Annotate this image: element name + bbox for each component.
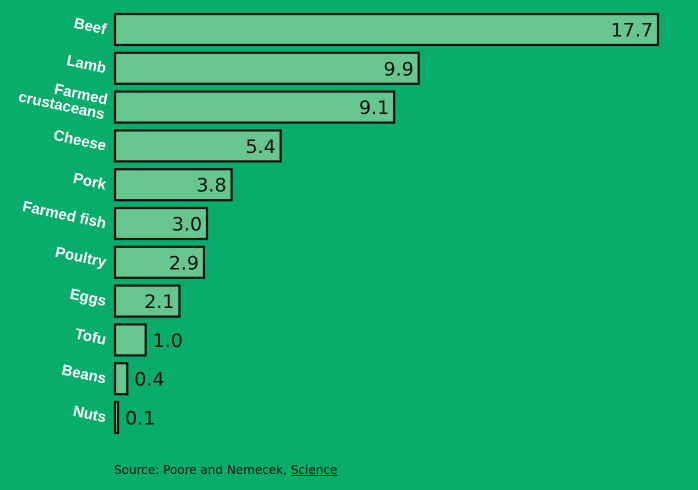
bar-nuts <box>113 400 120 435</box>
value-label-poultry: 2.9 <box>169 252 199 274</box>
bar-lamb <box>113 51 420 85</box>
bar-cheese <box>113 129 282 163</box>
bar-farmed-fish <box>113 206 209 241</box>
bars-layer <box>113 12 660 435</box>
bar-beans <box>113 362 129 396</box>
value-label-tofu: 1.0 <box>153 330 183 352</box>
value-label-farmed-fish: 3.0 <box>172 214 202 236</box>
value-label-beef: 17.7 <box>611 20 653 42</box>
bar-tofu <box>113 323 147 357</box>
category-label-beef: Beef <box>72 15 108 39</box>
category-label-farmed-fish: Farmed fish <box>21 198 108 232</box>
category-label-cheese: Cheese <box>52 127 108 155</box>
source-text: Source: Poore and Nemecek, <box>114 463 291 477</box>
bar-eggs <box>113 284 181 318</box>
value-label-beans: 0.4 <box>134 369 164 391</box>
bar-farmed-crustaceans <box>113 90 396 124</box>
value-label-cheese: 5.4 <box>245 136 275 158</box>
value-label-lamb: 9.9 <box>383 58 413 80</box>
category-label-pork: Pork <box>71 170 108 194</box>
bar-poultry <box>113 245 206 279</box>
value-label-nuts: 0.1 <box>125 408 155 430</box>
value-label-farmed-crustaceans: 9.1 <box>359 97 389 119</box>
source-note: Source: Poore and Nemecek, Science <box>114 463 337 477</box>
category-label-farmed-crustaceans: Farmedcrustaceans <box>17 74 109 124</box>
value-labels: 17.7 9.9 9.1 5.4 3.8 3.0 2.9 2.1 1.0 0.4 0.1 <box>125 20 653 430</box>
category-label-nuts: Nuts <box>72 403 108 427</box>
value-label-eggs: 2.1 <box>144 291 174 313</box>
category-label-beans: Beans <box>60 362 108 388</box>
category-label-lamb: Lamb <box>65 52 108 77</box>
category-label-eggs: Eggs <box>68 286 107 310</box>
bar-beef <box>113 12 660 47</box>
value-label-pork: 3.8 <box>196 175 226 197</box>
category-label-tofu: Tofu <box>73 326 107 349</box>
bar-pork <box>113 168 233 202</box>
category-label-poultry: Poultry <box>54 244 109 272</box>
source-link[interactable]: Science <box>290 463 338 477</box>
